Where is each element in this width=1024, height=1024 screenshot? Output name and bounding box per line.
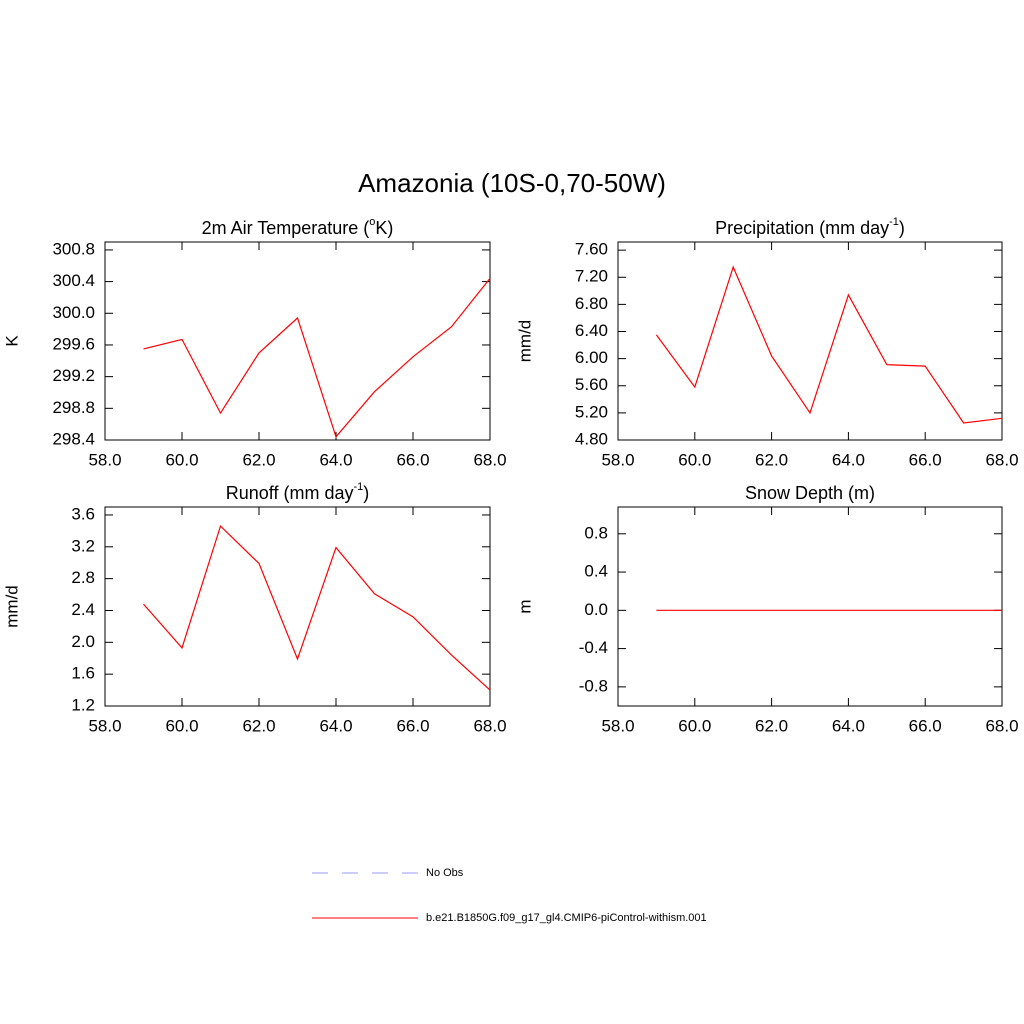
x-tick-label: 58.0 xyxy=(88,716,121,735)
y-tick-label: 1.6 xyxy=(71,664,95,683)
x-tick-label: 66.0 xyxy=(909,450,942,469)
x-tick-label: 62.0 xyxy=(242,716,275,735)
x-tick-label: 66.0 xyxy=(396,716,429,735)
x-tick-label: 58.0 xyxy=(88,450,121,469)
x-tick-label: 66.0 xyxy=(396,450,429,469)
y-tick-label: 6.00 xyxy=(575,348,608,367)
y-axis-label: mm/d xyxy=(2,585,21,628)
x-tick-label: 68.0 xyxy=(473,450,506,469)
x-tick-label: 60.0 xyxy=(165,716,198,735)
legend-label: No Obs xyxy=(426,867,464,879)
y-tick-label: 7.60 xyxy=(575,240,608,259)
title-superscript: -1 xyxy=(889,216,899,228)
title-part: Snow Depth (m) xyxy=(745,483,875,503)
plot-frame xyxy=(104,241,491,441)
title-part: K) xyxy=(375,218,393,238)
plot-frame xyxy=(617,241,1003,441)
plot-frame xyxy=(104,506,491,707)
x-tick-label: 60.0 xyxy=(165,450,198,469)
panel-title: Runoff (mm day-1) xyxy=(226,481,370,503)
x-tick-label: 60.0 xyxy=(678,716,711,735)
title-part: ) xyxy=(899,218,905,238)
panel-title: Snow Depth (m) xyxy=(745,483,875,503)
x-tick-label: 62.0 xyxy=(242,450,275,469)
x-tick-label: 68.0 xyxy=(473,716,506,735)
x-tick-label: 64.0 xyxy=(319,716,352,735)
panel-title: 2m Air Temperature (oK) xyxy=(202,216,394,238)
plot-frame xyxy=(617,506,1003,707)
y-tick-label: 1.2 xyxy=(71,695,95,714)
y-tick-label: 298.8 xyxy=(52,398,95,417)
x-tick-label: 66.0 xyxy=(909,716,942,735)
x-tick-label: 64.0 xyxy=(832,450,865,469)
y-tick-label: 0.0 xyxy=(584,600,608,619)
data-line xyxy=(143,278,491,439)
y-tick-label: 299.6 xyxy=(52,334,95,353)
y-tick-label: 6.40 xyxy=(575,321,608,340)
y-tick-label: 6.80 xyxy=(575,294,608,313)
x-tick-label: 62.0 xyxy=(755,450,788,469)
title-superscript: -1 xyxy=(353,481,363,493)
title-part: Runoff (mm day xyxy=(226,483,354,503)
figure-title: Amazonia (10S-0,70-50W) xyxy=(358,168,666,198)
y-tick-label: 299.2 xyxy=(52,366,95,385)
panel-title: Precipitation (mm day-1) xyxy=(715,216,905,238)
y-tick-label: 0.8 xyxy=(584,523,608,542)
data-line xyxy=(143,524,491,691)
legend-label: b.e21.B1850G.f09_g17_gl4.CMIP6-piControl… xyxy=(426,912,707,924)
y-tick-label: 300.8 xyxy=(52,239,95,258)
y-tick-label: 2.4 xyxy=(71,600,95,619)
y-axis-label: mm/d xyxy=(515,320,534,363)
title-part: ) xyxy=(363,483,369,503)
y-tick-label: 300.4 xyxy=(52,271,95,290)
y-tick-label: 298.4 xyxy=(52,429,95,448)
x-tick-label: 68.0 xyxy=(985,450,1018,469)
y-tick-label: 4.80 xyxy=(575,429,608,448)
y-axis-label: K xyxy=(2,335,21,347)
title-superscript: o xyxy=(369,216,375,228)
y-tick-label: 5.60 xyxy=(575,375,608,394)
y-tick-label: 3.6 xyxy=(71,504,95,523)
y-tick-label: 7.20 xyxy=(575,267,608,286)
x-tick-label: 58.0 xyxy=(601,450,634,469)
y-tick-label: 2.0 xyxy=(71,632,95,651)
y-tick-label: 3.2 xyxy=(71,536,95,555)
x-tick-label: 60.0 xyxy=(678,450,711,469)
y-axis-label: m xyxy=(515,599,534,613)
y-tick-label: -0.4 xyxy=(579,638,608,657)
y-tick-label: -0.8 xyxy=(579,676,608,695)
y-tick-label: 2.8 xyxy=(71,568,95,587)
x-tick-label: 64.0 xyxy=(832,716,865,735)
x-tick-label: 68.0 xyxy=(985,716,1018,735)
x-tick-label: 58.0 xyxy=(601,716,634,735)
data-line xyxy=(655,265,1003,424)
x-tick-label: 62.0 xyxy=(755,716,788,735)
title-part: 2m Air Temperature ( xyxy=(202,218,370,238)
y-tick-label: 5.20 xyxy=(575,402,608,421)
y-tick-label: 300.0 xyxy=(52,303,95,322)
title-part: Precipitation (mm day xyxy=(715,218,889,238)
x-tick-label: 64.0 xyxy=(319,450,352,469)
y-tick-label: 0.4 xyxy=(584,562,608,581)
